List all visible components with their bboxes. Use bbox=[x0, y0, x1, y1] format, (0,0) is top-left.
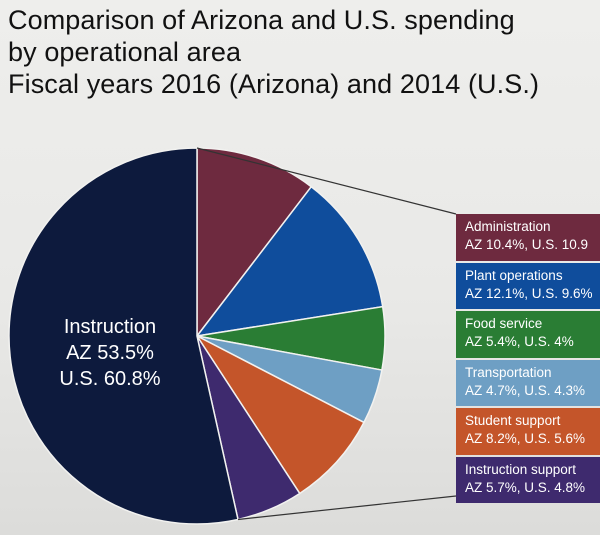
legend-item-food-service: Food service AZ 5.4%, U.S. 4% bbox=[456, 311, 600, 358]
pie-slice-plant-operations bbox=[195, 185, 384, 338]
chart-title-line-2: by operational area bbox=[8, 37, 242, 67]
legend-value-instruction-support: AZ 5.7%, U.S. 4.8% bbox=[465, 479, 586, 495]
connector-line-bottom bbox=[237, 495, 457, 521]
legend-label-administration: Administration bbox=[465, 219, 551, 234]
legend-item-transportation: Transportation AZ 4.7%, U.S. 4.3% bbox=[456, 359, 600, 406]
pie-slice-student-support bbox=[194, 334, 365, 495]
legend-item-plant-operations: Plant operations AZ 12.1%, U.S. 9.6% bbox=[456, 262, 600, 309]
chart-title-line-3: Fiscal years 2016 (Arizona) and 2014 (U.… bbox=[8, 69, 540, 99]
chart-title: Comparison of Arizona and U.S. spending … bbox=[8, 4, 539, 100]
legend-label-food-service: Food service bbox=[465, 316, 543, 331]
legend-value-student-support: AZ 8.2%, U.S. 5.6% bbox=[465, 431, 586, 446]
legend-item-administration: Administration AZ 10.4%, U.S. 10.9 bbox=[456, 214, 600, 261]
instruction-slice-az-value: AZ 53.5% bbox=[66, 342, 154, 364]
instruction-slice-us-value: U.S. 60.8% bbox=[59, 368, 160, 390]
legend-item-student-support: Student support AZ 8.2%, U.S. 5.6% bbox=[456, 408, 600, 455]
legend: Administration AZ 10.4%, U.S. 10.9 Plant o… bbox=[456, 214, 600, 505]
connector-line-top bbox=[196, 147, 457, 215]
legend-label-transportation: Transportation bbox=[465, 364, 552, 380]
legend-label-student-support: Student support bbox=[465, 413, 561, 428]
pie-slice-instruction bbox=[8, 147, 239, 525]
legend-item-instruction-support: Instruction support AZ 5.7%, U.S. 4.8% bbox=[456, 456, 600, 503]
legend-label-plant-operations: Plant operations bbox=[465, 267, 563, 283]
legend-value-administration: AZ 10.4%, U.S. 10.9 bbox=[465, 237, 589, 252]
legend-value-food-service: AZ 5.4%, U.S. 4% bbox=[465, 334, 574, 349]
instruction-slice-label: Instruction bbox=[64, 316, 156, 338]
legend-value-plant-operations: AZ 12.1%, U.S. 9.6% bbox=[465, 285, 593, 301]
legend-label-instruction-support: Instruction support bbox=[465, 461, 577, 477]
legend-value-transportation: AZ 4.7%, U.S. 4.3% bbox=[465, 382, 586, 398]
pie-slice-administration bbox=[196, 147, 313, 339]
chart-title-line-1: Comparison of Arizona and U.S. spending bbox=[8, 5, 515, 35]
